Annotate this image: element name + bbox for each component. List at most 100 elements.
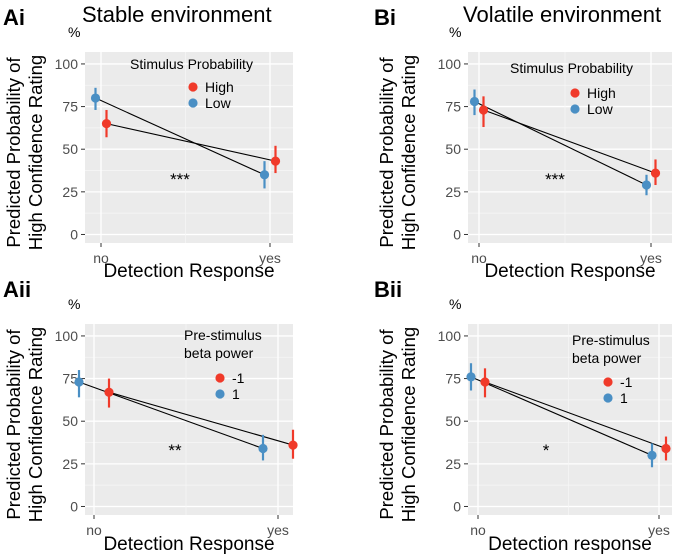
- legend-key: [215, 389, 225, 399]
- data-point: [74, 377, 84, 387]
- x-axis-title: Detection Response: [103, 534, 274, 555]
- y-tick-label: 0: [70, 226, 78, 242]
- legend-title: Stimulus Probability: [130, 56, 253, 72]
- significance-marker: ***: [170, 170, 190, 189]
- legend-key: [188, 98, 198, 108]
- significance-marker: *: [543, 441, 550, 460]
- panel-label: Ai: [3, 5, 25, 30]
- x-tick-label: no: [86, 522, 102, 538]
- legend-key: [570, 104, 580, 114]
- y-axis-title-line: Predicted Probability of: [376, 57, 397, 248]
- x-axis-title: Detection Response: [484, 261, 655, 282]
- data-point: [259, 170, 270, 180]
- y-unit-label: %: [68, 24, 80, 40]
- x-axis-title: Detection Response: [103, 261, 274, 282]
- data-point: [650, 168, 661, 178]
- y-unit-label: %: [449, 296, 461, 312]
- y-tick-label: 25: [62, 184, 78, 200]
- legend-label: -1: [620, 374, 633, 390]
- y-tick-label: 100: [55, 56, 79, 72]
- y-tick-label: 25: [62, 456, 78, 472]
- x-tick-label: yes: [259, 250, 281, 266]
- y-axis-title-line: Predicted Probability of: [376, 329, 397, 520]
- y-tick-label: 25: [445, 456, 461, 472]
- legend-label: High: [587, 85, 616, 101]
- y-axis-title: Predicted Probability ofHigh Confidence …: [376, 55, 419, 250]
- legend-label: Low: [587, 101, 614, 117]
- y-axis-title-line: High Confidence Rating: [398, 327, 419, 522]
- y-tick-label: 75: [445, 99, 461, 115]
- x-tick-label: yes: [648, 522, 670, 538]
- y-axis-title-line: High Confidence Rating: [25, 327, 46, 522]
- panel-label: Bii: [374, 277, 402, 302]
- legend-label: 1: [620, 390, 628, 406]
- fit-line-low: [474, 100, 647, 186]
- y-tick-label: 25: [445, 184, 461, 200]
- y-axis-title-line: Predicted Probability of: [3, 57, 24, 248]
- y-tick-label: 50: [62, 141, 78, 157]
- x-axis-title: Detection response: [488, 534, 652, 555]
- panel-label: Aii: [3, 277, 31, 302]
- y-tick-label: 50: [445, 413, 461, 429]
- data-point: [258, 443, 268, 454]
- y-tick-label: 75: [445, 371, 461, 387]
- y-tick-label: 75: [62, 371, 78, 387]
- panel-title: Stable environment: [82, 2, 272, 27]
- fit-line-high: [483, 109, 656, 174]
- y-tick-label: 100: [438, 56, 462, 72]
- legend-key: [570, 88, 580, 98]
- data-point: [466, 372, 476, 382]
- legend-key: [603, 377, 613, 387]
- y-tick-label: 100: [438, 328, 462, 344]
- y-axis-title: Predicted Probability ofHigh Confidence …: [376, 327, 419, 522]
- panel-title: Volatile environment: [463, 2, 661, 27]
- y-tick-label: 0: [453, 498, 461, 514]
- legend-title: Pre-stimulus: [572, 332, 650, 348]
- legend-key: [215, 373, 225, 383]
- data-point: [270, 156, 281, 166]
- significance-marker: **: [168, 441, 182, 460]
- fit-line-neg1: [484, 381, 667, 450]
- x-tick-label: yes: [267, 522, 289, 538]
- fit-line-high: [106, 123, 276, 162]
- plot-background: [85, 324, 293, 515]
- legend-label: 1: [232, 386, 240, 402]
- x-tick-label: no: [471, 250, 487, 266]
- y-unit-label: %: [449, 24, 461, 40]
- data-point: [90, 93, 101, 103]
- legend-title: Stimulus Probability: [510, 60, 633, 76]
- data-point: [480, 377, 490, 387]
- legend-label: Low: [205, 95, 232, 111]
- legend-title: Pre-stimulus: [184, 327, 262, 343]
- data-point: [478, 105, 489, 115]
- y-tick-label: 50: [445, 141, 461, 157]
- panel-label: Bi: [374, 5, 396, 30]
- data-point: [104, 387, 114, 397]
- plot-background: [85, 52, 293, 243]
- x-tick-label: no: [470, 522, 486, 538]
- data-point: [641, 180, 652, 190]
- y-tick-label: 75: [62, 99, 78, 115]
- y-tick-label: 0: [453, 226, 461, 242]
- y-tick-label: 100: [55, 328, 79, 344]
- legend-label: -1: [232, 370, 245, 386]
- y-axis-title: Predicted Probability ofHigh Confidence …: [3, 55, 46, 250]
- fit-line-low: [95, 97, 265, 176]
- data-point: [661, 443, 671, 454]
- legend-key: [188, 82, 198, 92]
- x-tick-label: no: [93, 250, 109, 266]
- data-point: [647, 450, 657, 460]
- data-point: [288, 440, 298, 450]
- y-unit-label: %: [68, 296, 80, 312]
- fit-line-1: [470, 376, 653, 456]
- significance-marker: ***: [545, 170, 565, 189]
- data-point: [469, 96, 480, 107]
- y-axis-title: Predicted Probability ofHigh Confidence …: [3, 327, 46, 522]
- y-tick-label: 0: [70, 498, 78, 514]
- legend-key: [603, 393, 613, 403]
